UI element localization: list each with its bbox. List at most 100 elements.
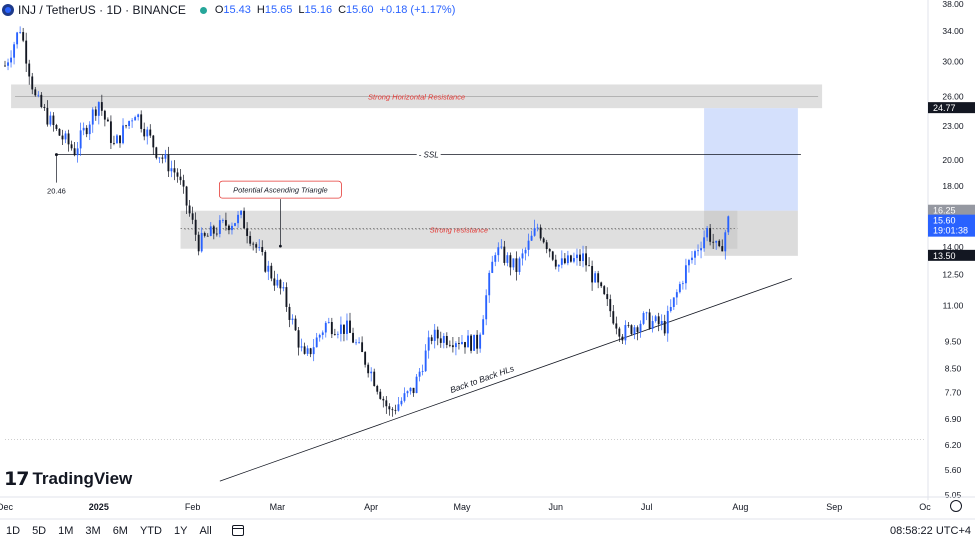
candle-body — [494, 255, 497, 262]
candle-body — [500, 246, 503, 248]
candle-body — [391, 409, 394, 411]
callout-box — [218, 180, 342, 199]
candle-body — [67, 133, 70, 145]
candle-body — [536, 227, 539, 229]
candle-body — [16, 32, 19, 45]
candle-body — [376, 385, 379, 392]
candle-body — [355, 342, 357, 344]
candle-body — [715, 240, 718, 243]
ohlc-readout: O15.43 H15.65 L15.16 C15.60 +0.18 (+1.17%) — [214, 4, 456, 16]
price-tag-label: 15.60 — [933, 216, 956, 226]
x-tick-label: Jul — [641, 502, 653, 512]
candle-body — [243, 210, 246, 229]
candle-body — [621, 336, 624, 341]
candle-body — [712, 241, 715, 243]
y-tick-label: 9.50 — [945, 336, 962, 346]
candle-body — [582, 253, 584, 262]
candle-body — [37, 94, 40, 96]
candle-body — [330, 322, 333, 335]
timeframe-ytd[interactable]: YTD — [139, 524, 162, 537]
candle-body — [339, 324, 342, 334]
candle-body — [119, 135, 121, 144]
candle-body — [237, 214, 239, 224]
candle-body — [691, 257, 693, 261]
y-tick-label: 5.60 — [945, 465, 962, 475]
timeframe-all[interactable]: All — [199, 524, 212, 537]
trendline — [219, 278, 792, 482]
candle-body — [352, 332, 354, 343]
candle-body — [294, 318, 297, 331]
timeframe-5d[interactable]: 5D — [32, 524, 47, 537]
tradingview-logo[interactable]: 17 TradingView — [4, 468, 132, 490]
candle-body — [10, 57, 12, 63]
candle-body — [191, 213, 194, 220]
y-tick-label: 7.70 — [945, 387, 962, 397]
candle-body — [566, 255, 569, 264]
candle-body — [25, 40, 28, 64]
candle-body — [346, 320, 348, 334]
candle-body — [461, 342, 463, 345]
clock-readout[interactable]: 08:58:22 UTC+4 — [889, 524, 971, 537]
candle-body — [203, 232, 206, 236]
candle-body — [642, 313, 645, 324]
calendar-range-icon[interactable] — [231, 525, 244, 536]
candle-body — [594, 273, 597, 283]
candle-body — [648, 312, 651, 329]
candle-body — [76, 148, 79, 156]
candle-body — [588, 265, 591, 267]
candle-body — [612, 311, 615, 324]
candle-body — [382, 398, 385, 401]
price-tag — [928, 249, 975, 261]
candle-body — [167, 154, 170, 172]
y-tick-label: 38.00 — [942, 0, 964, 9]
candle-body — [22, 32, 25, 41]
timeframe-1m[interactable]: 1M — [58, 524, 74, 537]
candle-body — [606, 294, 609, 300]
candle-body — [246, 228, 249, 236]
x-tick-label: Sep — [826, 502, 842, 512]
candle-body — [91, 109, 94, 125]
ssl-label: - SSL — [419, 151, 439, 160]
price-tag — [928, 102, 975, 114]
candle-body — [533, 228, 536, 236]
candle-body — [530, 235, 533, 241]
candle-body — [645, 312, 648, 314]
candle-body — [603, 286, 606, 295]
candle-body — [579, 254, 581, 262]
candle-body — [300, 346, 303, 348]
candle-body — [109, 121, 112, 143]
candle-body — [218, 220, 221, 234]
candle-body — [491, 261, 494, 273]
ssl-dot — [54, 153, 58, 157]
candle-body — [267, 265, 270, 272]
candle-body — [554, 259, 557, 267]
candle-body — [663, 320, 666, 334]
candle-body — [718, 240, 721, 247]
candle-body — [58, 128, 61, 136]
candle-body — [231, 225, 233, 231]
candle-body — [28, 63, 31, 77]
candle-body — [176, 172, 179, 177]
y-tick-label: 12.50 — [942, 270, 964, 280]
y-tick-label: 11.00 — [943, 301, 964, 311]
settings-gear-icon[interactable] — [950, 500, 962, 512]
close-value: 15.60 — [346, 4, 374, 16]
candle-body — [421, 371, 424, 372]
timeframe-1y[interactable]: 1Y — [173, 524, 188, 537]
candle-body — [19, 32, 22, 33]
candle-body — [194, 219, 197, 235]
injective-coin-icon — [2, 4, 14, 16]
symbol-title[interactable]: INJ / TetherUS · 1D · BINANCE — [18, 3, 186, 17]
candle-body — [336, 333, 339, 335]
candle-body — [188, 205, 191, 214]
market-open-dot-icon — [199, 6, 207, 14]
timeframe-3m[interactable]: 3M — [85, 524, 101, 537]
candle-body — [327, 322, 330, 323]
candle-body — [509, 255, 512, 268]
candle-body — [615, 323, 618, 329]
candle-body — [576, 254, 578, 259]
candle-body — [573, 258, 575, 262]
timeframe-6m[interactable]: 6M — [112, 524, 128, 537]
timeframe-1d[interactable]: 1D — [6, 524, 21, 537]
